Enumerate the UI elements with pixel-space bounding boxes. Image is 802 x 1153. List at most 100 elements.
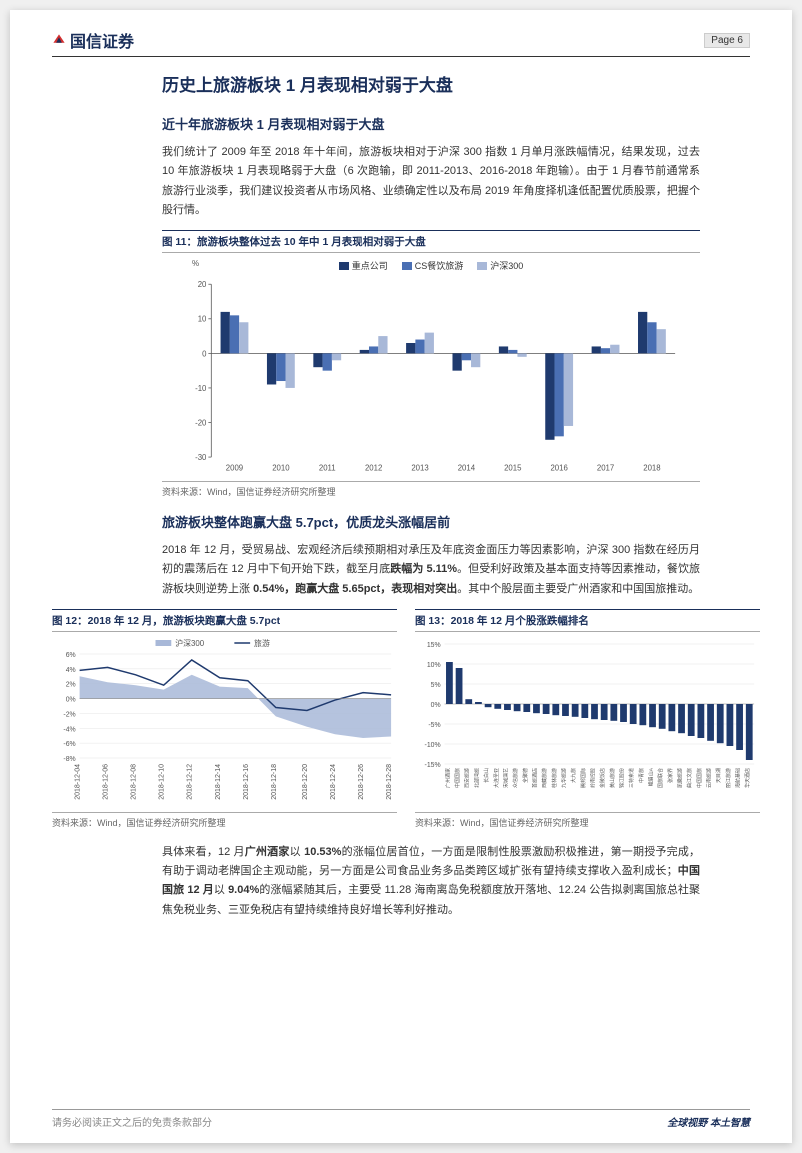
svg-text:2017: 2017 <box>597 464 614 473</box>
svg-text:-10: -10 <box>195 384 207 393</box>
svg-text:2018-12-20: 2018-12-20 <box>302 764 309 800</box>
svg-text:沪深300: 沪深300 <box>175 638 204 648</box>
svg-text:2018-12-16: 2018-12-16 <box>243 764 250 800</box>
svg-text:2013: 2013 <box>411 464 428 473</box>
svg-text:2018-12-18: 2018-12-18 <box>271 764 278 800</box>
svg-text:云南旅游: 云南旅游 <box>706 768 713 788</box>
svg-text:-30: -30 <box>195 453 207 462</box>
fig13-chart: -15%-10%-5%0%5%10%15%广州酒家中国国旅西安旅游北部湾旅长白山… <box>415 638 760 808</box>
svg-text:大连圣亚: 大连圣亚 <box>493 768 500 788</box>
svg-text:0: 0 <box>202 349 207 358</box>
svg-text:2018-12-08: 2018-12-08 <box>131 764 138 800</box>
svg-text:大九旅: 大九旅 <box>570 768 577 783</box>
fig11-legend: 重点公司CS餐饮旅游沪深300 <box>182 259 680 272</box>
para3: 具体来看，12 月广州酒家以 10.53%的涨幅位居首位，一方面是限制性股票激励… <box>162 843 700 920</box>
page-footer: 请务必阅读正文之后的免责条款部分 全球视野 本土智慧 <box>52 1109 750 1129</box>
svg-text:2014: 2014 <box>458 464 476 473</box>
svg-text:2%: 2% <box>66 681 76 688</box>
page: 国信证券 Page 6 历史上旅游板块 1 月表现相对弱于大盘 近十年旅游板块 … <box>10 10 792 1143</box>
svg-text:0%: 0% <box>431 702 441 709</box>
svg-text:锦江股份: 锦江股份 <box>619 768 626 788</box>
svg-text:2016: 2016 <box>550 464 567 473</box>
legend-item: 沪深300 <box>477 259 523 272</box>
content-area: 历史上旅游板块 1 月表现相对弱于大盘 近十年旅游板块 1 月表现相对弱于大盘 … <box>52 71 750 920</box>
svg-text:-6%: -6% <box>63 741 75 748</box>
svg-text:岭南控股: 岭南控股 <box>590 768 597 788</box>
svg-text:2018-12-10: 2018-12-10 <box>159 764 166 800</box>
section2-para: 2018 年 12 月，受贸易战、宏观经济后续预期相对承压及年底资金面压力等因素… <box>162 541 700 599</box>
svg-text:丽江旅游: 丽江旅游 <box>725 768 732 788</box>
svg-text:腾邦国际: 腾邦国际 <box>580 768 587 788</box>
charts-row: 图 12：2018 年 12 月，旅游板块跑赢大盘 5.7pct 沪深300旅游… <box>52 609 760 843</box>
svg-text:-4%: -4% <box>63 726 75 733</box>
svg-text:广州酒家: 广州酒家 <box>444 768 451 788</box>
svg-text:三特索道: 三特索道 <box>628 768 635 788</box>
svg-text:峨眉山A: 峨眉山A <box>648 767 655 786</box>
svg-text:-10%: -10% <box>425 742 441 749</box>
svg-text:首旅酒店: 首旅酒店 <box>531 768 538 788</box>
svg-text:桂林旅游: 桂林旅游 <box>551 768 558 788</box>
svg-text:-2%: -2% <box>63 711 75 718</box>
section1-heading: 近十年旅游板块 1 月表现相对弱于大盘 <box>162 114 700 133</box>
svg-text:西藏旅游: 西藏旅游 <box>541 768 548 788</box>
svg-text:2018: 2018 <box>643 464 660 473</box>
svg-text:0%: 0% <box>66 696 76 703</box>
fig13-container: 图 13：2018 年 12 月个股涨跌幅排名 -15%-10%-5%0%5%1… <box>415 609 760 843</box>
fig11-source: 资料来源：Wind，国信证券经济研究所整理 <box>162 481 700 498</box>
svg-text:中国国旅: 中国国旅 <box>454 768 461 788</box>
svg-text:-20: -20 <box>195 418 207 427</box>
page-header: 国信证券 Page 6 <box>52 28 750 57</box>
svg-text:10: 10 <box>198 315 207 324</box>
svg-text:西安旅游: 西安旅游 <box>464 768 471 788</box>
footer-slogan: 全球视野 本土智慧 <box>667 1114 750 1129</box>
fig11-chart: % 重点公司CS餐饮旅游沪深300 -30-20-100102020092010… <box>182 259 680 477</box>
svg-text:2018-12-12: 2018-12-12 <box>187 764 194 800</box>
legend-item: 重点公司 <box>339 259 388 272</box>
svg-text:15%: 15% <box>427 642 441 649</box>
svg-text:金陵饭店: 金陵饭店 <box>599 768 606 788</box>
svg-text:2018-12-24: 2018-12-24 <box>330 764 337 800</box>
svg-text:国旅联合: 国旅联合 <box>657 768 664 788</box>
svg-text:2015: 2015 <box>504 464 522 473</box>
svg-text:2012: 2012 <box>365 464 382 473</box>
fig13-title: 图 13：2018 年 12 月个股涨跌幅排名 <box>415 609 760 632</box>
svg-text:4%: 4% <box>66 667 76 674</box>
svg-text:2018-12-04: 2018-12-04 <box>75 764 82 800</box>
fig12-chart: 沪深300 旅游 -8% -6% -4% -2% 0% 2% 4% 6% 2018-12-04 201… <box>52 638 397 808</box>
svg-text:全聚德: 全聚德 <box>522 768 529 783</box>
svg-text:凯撒旅游: 凯撒旅游 <box>677 768 684 788</box>
company-name: 国信证券 <box>70 28 134 52</box>
svg-text:2018-12-14: 2018-12-14 <box>215 764 222 800</box>
svg-text:2011: 2011 <box>319 464 336 473</box>
svg-text:黄山旅游: 黄山旅游 <box>609 768 616 788</box>
svg-text:2018-12-06: 2018-12-06 <box>103 764 110 800</box>
svg-text:宋城演艺: 宋城演艺 <box>502 768 509 788</box>
company-logo: 国信证券 <box>52 28 134 52</box>
fig11-title: 图 11：旅游板块整体过去 10 年中 1 月表现相对弱于大盘 <box>162 230 700 253</box>
svg-text:曲江文旅: 曲江文旅 <box>686 768 693 788</box>
svg-text:张家界: 张家界 <box>667 768 674 783</box>
svg-text:10%: 10% <box>427 662 441 669</box>
footer-disclaimer: 请务必阅读正文之后的免责条款部分 <box>52 1114 212 1129</box>
fig12-source: 资料来源：Wind，国信证券经济研究所整理 <box>52 812 397 829</box>
page-number: Page 6 <box>704 33 750 48</box>
svg-text:众信旅游: 众信旅游 <box>512 768 519 788</box>
svg-text:-8%: -8% <box>63 756 75 763</box>
svg-text:6%: 6% <box>66 652 76 659</box>
svg-text:中青旅: 中青旅 <box>638 768 645 783</box>
svg-text:2018-12-28: 2018-12-28 <box>386 764 393 800</box>
svg-text:旅游: 旅游 <box>254 638 270 648</box>
svg-text:海航基础: 海航基础 <box>735 768 742 788</box>
svg-text:长白山: 长白山 <box>483 768 490 783</box>
fig11-unit: % <box>192 259 199 268</box>
section2-heading: 旅游板块整体跑赢大盘 5.7pct，优质龙头涨幅居前 <box>162 512 700 531</box>
fig13-source: 资料来源：Wind，国信证券经济研究所整理 <box>415 812 760 829</box>
svg-text:天目湖: 天目湖 <box>715 768 722 783</box>
svg-text:北部湾旅: 北部湾旅 <box>473 768 480 788</box>
svg-text:5%: 5% <box>431 682 441 689</box>
svg-text:九华旅游: 九华旅游 <box>561 768 568 788</box>
svg-text:华天酒店: 华天酒店 <box>744 768 751 788</box>
fig12-container: 图 12：2018 年 12 月，旅游板块跑赢大盘 5.7pct 沪深300旅游… <box>52 609 397 843</box>
svg-text:2009: 2009 <box>226 464 243 473</box>
logo-icon <box>52 33 66 47</box>
